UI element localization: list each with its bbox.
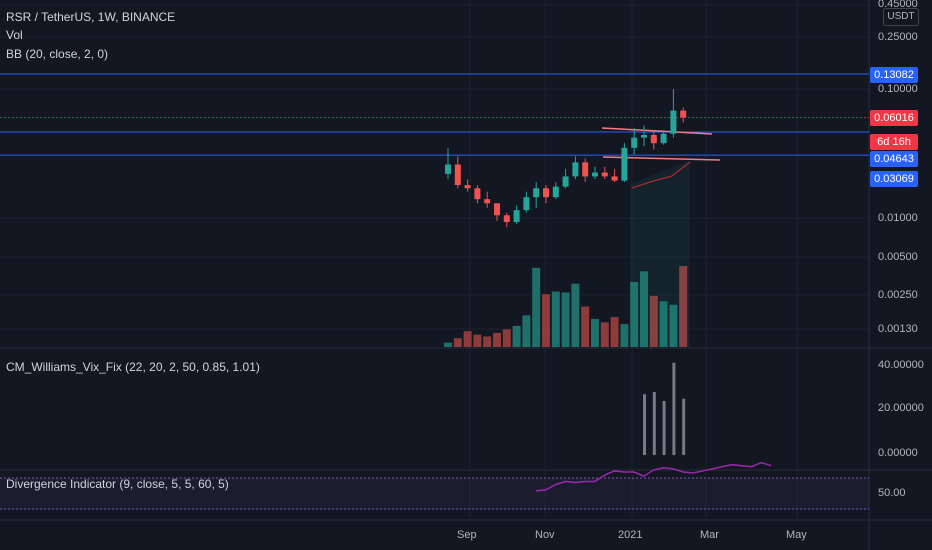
- price-tick: 0.00250: [878, 289, 918, 301]
- time-tick: May: [786, 529, 807, 541]
- candle-body: [592, 172, 598, 177]
- candle-body: [464, 185, 471, 189]
- bollinger-basis-line: [631, 161, 691, 189]
- candle-body: [660, 133, 667, 144]
- vix-fix-bar: [672, 362, 676, 455]
- volume-bar: [679, 266, 688, 347]
- volume-bar: [649, 295, 658, 347]
- candle-body: [650, 134, 657, 144]
- vix-tick: 0.00000: [878, 447, 918, 459]
- candle-body: [454, 164, 461, 186]
- vix-fix-bar: [662, 401, 666, 455]
- volume-bar: [610, 317, 619, 347]
- vix-tick: 20.00000: [878, 402, 924, 414]
- divergence-line: [535, 461, 772, 492]
- divergence-tick: 50.00: [878, 487, 906, 499]
- volume-bar: [630, 281, 639, 347]
- candle-body: [680, 110, 687, 118]
- countdown-tag: 6d 16h: [870, 134, 918, 150]
- volume-bar: [444, 342, 452, 347]
- trend-line-upper: [601, 127, 713, 135]
- candle-body: [474, 188, 481, 200]
- bollinger-legend: BB (20, close, 2, 0): [6, 47, 109, 61]
- hline-price-tag: 0.03069: [870, 171, 918, 187]
- price-tick: 0.10000: [878, 83, 918, 95]
- candle-body: [552, 186, 559, 198]
- hline-price-tag: 0.13082: [870, 67, 918, 83]
- volume-legend: Vol: [6, 28, 23, 42]
- price-tick: 0.00130: [878, 323, 918, 335]
- candle-body: [543, 188, 549, 198]
- trend-line-lower: [602, 156, 721, 161]
- last-price-tag: 0.06016: [870, 110, 918, 126]
- candle-body: [641, 134, 647, 138]
- candle-body: [670, 110, 677, 134]
- volume-bar: [551, 291, 560, 347]
- candle-body: [582, 162, 589, 177]
- hline-price-tag: 0.04643: [870, 151, 918, 167]
- vix-fix-legend: CM_Williams_Vix_Fix (22, 20, 2, 50, 0.85…: [6, 360, 260, 374]
- vix-fix-bar: [652, 392, 656, 455]
- currency-unit-button[interactable]: USDT: [883, 8, 919, 26]
- volume-bar: [473, 334, 482, 347]
- candle-body: [523, 197, 530, 211]
- volume-bar: [620, 324, 629, 347]
- volume-bar: [493, 332, 501, 347]
- price-tick: 0.00500: [878, 251, 918, 263]
- candle-body: [572, 162, 579, 177]
- bollinger-band-fill: [630, 160, 690, 347]
- time-tick: Nov: [535, 529, 555, 541]
- vix-fix-bar: [682, 398, 686, 455]
- volume-bar: [532, 267, 541, 347]
- volume-bar: [522, 315, 531, 347]
- divergence-band: [0, 478, 869, 509]
- candle-body: [494, 203, 500, 216]
- candle-body: [631, 137, 638, 148]
- divergence-legend: Divergence Indicator (9, close, 5, 5, 60…: [6, 477, 229, 491]
- chart-title: RSR / TetherUS, 1W, BINANCE: [6, 10, 176, 24]
- volume-bar: [483, 336, 492, 347]
- vix-tick: 40.00000: [878, 359, 924, 371]
- volume-bar: [659, 301, 668, 347]
- candle-body: [562, 176, 569, 187]
- volume-bar: [669, 304, 678, 347]
- volume-bar: [600, 322, 609, 347]
- candle-body: [513, 210, 520, 223]
- volume-bar: [502, 329, 511, 347]
- time-tick: 2021: [618, 529, 643, 541]
- candle-body: [533, 188, 540, 198]
- vix-fix-bar: [643, 394, 646, 455]
- volume-bar: [640, 271, 648, 347]
- candle-body: [621, 147, 628, 181]
- volume-bar: [581, 306, 590, 347]
- candle-body: [611, 176, 618, 181]
- time-tick: Sep: [457, 529, 477, 541]
- time-tick: Mar: [700, 529, 719, 541]
- volume-bar: [512, 325, 521, 347]
- candle-body: [601, 172, 608, 177]
- volume-bar: [561, 292, 570, 347]
- candle-body: [484, 199, 491, 204]
- candle-body: [445, 164, 451, 174]
- price-tick: 0.01000: [878, 212, 918, 224]
- volume-bar: [571, 283, 580, 347]
- candle-body: [503, 215, 510, 223]
- price-tick: 0.45000: [878, 0, 918, 10]
- volume-bar: [542, 294, 550, 347]
- price-tick: 0.25000: [878, 31, 918, 43]
- volume-bar: [453, 338, 462, 347]
- volume-bar: [591, 318, 599, 347]
- volume-bar: [463, 331, 472, 347]
